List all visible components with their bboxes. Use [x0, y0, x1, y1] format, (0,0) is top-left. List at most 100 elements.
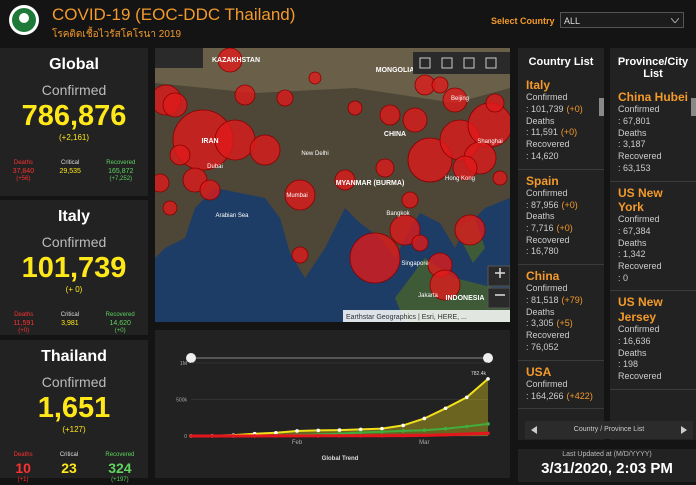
- list-item[interactable]: USA Confirmed: 164,266 (+422): [518, 361, 604, 410]
- x-tick-label: Feb: [292, 440, 303, 446]
- x-tick-label: Mar: [419, 440, 429, 446]
- item-name: Italy: [526, 78, 551, 92]
- item-name: Spain: [526, 173, 559, 188]
- prev-arrow[interactable]: [531, 426, 537, 434]
- trend-title: Global Trend: [322, 456, 359, 462]
- stat-label: Deaths: [13, 452, 33, 458]
- row-value: : 67,384: [618, 226, 688, 238]
- case-bubble: [401, 191, 419, 209]
- map-label: Arabian Sea: [215, 213, 249, 219]
- list-item[interactable]: China Confirmed: 81,518 (+79) Deaths: 3,305…: [518, 265, 604, 361]
- map-tools-left: [155, 48, 203, 68]
- case-bubble: [452, 155, 478, 181]
- row-label: Recovered: [526, 139, 570, 150]
- point: [422, 428, 427, 432]
- row-change: (+422): [566, 390, 593, 401]
- last-updated-value: 3/31/2020, 2:03 PM: [541, 460, 673, 477]
- stat-change: (+56): [16, 176, 31, 183]
- confirmed-value: 101,739: [21, 252, 127, 284]
- case-bubble: [199, 179, 221, 201]
- point: [337, 433, 342, 438]
- value-label: 782.4k: [471, 371, 487, 377]
- country-select[interactable]: ALL: [560, 12, 684, 28]
- map-label: Bangkok: [386, 211, 410, 217]
- slider-handle: [483, 353, 493, 363]
- row-value: : 16,780: [526, 246, 596, 258]
- case-bubble: [411, 234, 429, 252]
- y-tick-label: 500k: [176, 398, 187, 404]
- case-bubble: [214, 119, 256, 161]
- row-number: : 67,384: [618, 225, 651, 236]
- point: [401, 433, 405, 438]
- list-footer[interactable]: Country / Province List: [525, 421, 693, 439]
- stat-label: Critical: [60, 312, 80, 318]
- map-label: Shanghai: [477, 139, 502, 145]
- map-label: INDONESIA: [446, 295, 485, 302]
- row-label: Recovered: [618, 370, 662, 381]
- row-value: : 63,153: [618, 163, 688, 175]
- panel-name: Global: [49, 56, 99, 73]
- list-item[interactable]: US New York Confirmed: 67,384 Deaths: 1,34…: [610, 182, 696, 292]
- select-value: ALL: [564, 16, 581, 26]
- confirmed-value: 1,651: [37, 392, 111, 424]
- map-label: Jakarta: [418, 293, 438, 299]
- map-label: MONGOLIA: [376, 67, 415, 74]
- point: [274, 434, 278, 438]
- point: [401, 429, 405, 433]
- zoom-in[interactable]: [487, 265, 510, 287]
- confirmed-label: Confirmed: [41, 234, 107, 250]
- point: [486, 422, 490, 426]
- point: [464, 432, 469, 436]
- stat-change: (+197): [111, 477, 129, 483]
- list-item[interactable]: US New Jersey Confirmed: 16,636 Deaths: 19…: [610, 291, 696, 390]
- case-bubble: [429, 269, 461, 301]
- stat: Recovered 165,872 (+7,252): [106, 160, 135, 184]
- stat-label: Deaths: [13, 160, 33, 166]
- list-item[interactable]: Italy Confirmed: 101,739 (+0) Deaths: 11,59…: [518, 74, 604, 170]
- stat-change: (+1): [17, 477, 29, 483]
- next-arrow[interactable]: [681, 426, 687, 434]
- case-bubble: [347, 100, 363, 116]
- point: [316, 428, 321, 433]
- map-tool-icon: [463, 57, 475, 69]
- map-tool-icon: [441, 57, 453, 69]
- map[interactable]: KAZAKHSTAN MONGOLIA CHINA IRAN New Delhi Mumb…: [155, 48, 510, 322]
- stat-label: Recovered: [105, 312, 135, 318]
- point: [295, 434, 299, 438]
- row-value: : 67,801: [618, 116, 688, 128]
- case-bubble: [334, 169, 356, 191]
- map-label: Mumbai: [286, 193, 307, 199]
- zoom-out[interactable]: [487, 287, 510, 309]
- case-bubble: [431, 76, 449, 94]
- case-bubble: [234, 84, 256, 106]
- stat-value: 10: [15, 459, 31, 476]
- case-bubble: [308, 71, 322, 85]
- stat-change: (+0): [114, 328, 126, 335]
- row-number: : 101,739: [526, 104, 564, 115]
- point: [210, 434, 215, 438]
- case-bubble: [485, 93, 505, 113]
- list-item[interactable]: Spain Confirmed: 87,956 (+0) Deaths: 7,716(…: [518, 170, 604, 266]
- row-change: (+0): [561, 199, 578, 210]
- stats-row: Deaths 10 (+1) Critical 23 Recovered 324 (+197): [0, 452, 148, 485]
- map-label: Singapore: [401, 261, 429, 267]
- zoom-in-icon: [495, 268, 505, 278]
- row-label: Confirmed: [618, 324, 660, 335]
- title: COVID-19 (EOC-DDC Thailand): [52, 5, 296, 24]
- row-label: Recovered: [526, 330, 570, 341]
- row-value: : 164,266 (+422): [526, 391, 596, 403]
- scrollbar: [691, 98, 696, 116]
- case-bubble: [454, 214, 486, 246]
- confirmed-change: (+ 0): [65, 285, 83, 294]
- point: [464, 424, 469, 429]
- map-label: Beijing: [451, 96, 469, 102]
- stat-label: Critical: [59, 452, 79, 458]
- case-bubble: [284, 179, 316, 211]
- list-item[interactable]: China Hubei Confirmed: 67,801 Deaths: 3,18…: [610, 86, 696, 182]
- case-bubble: [162, 200, 178, 216]
- last-updated: Last Updated at (M/D/YYYY) 3/31/2020, 2:…: [518, 449, 696, 482]
- case-bubble: [249, 134, 281, 166]
- case-bubble: [169, 144, 191, 166]
- point: [380, 433, 384, 438]
- row-number: : 3,187: [618, 139, 646, 150]
